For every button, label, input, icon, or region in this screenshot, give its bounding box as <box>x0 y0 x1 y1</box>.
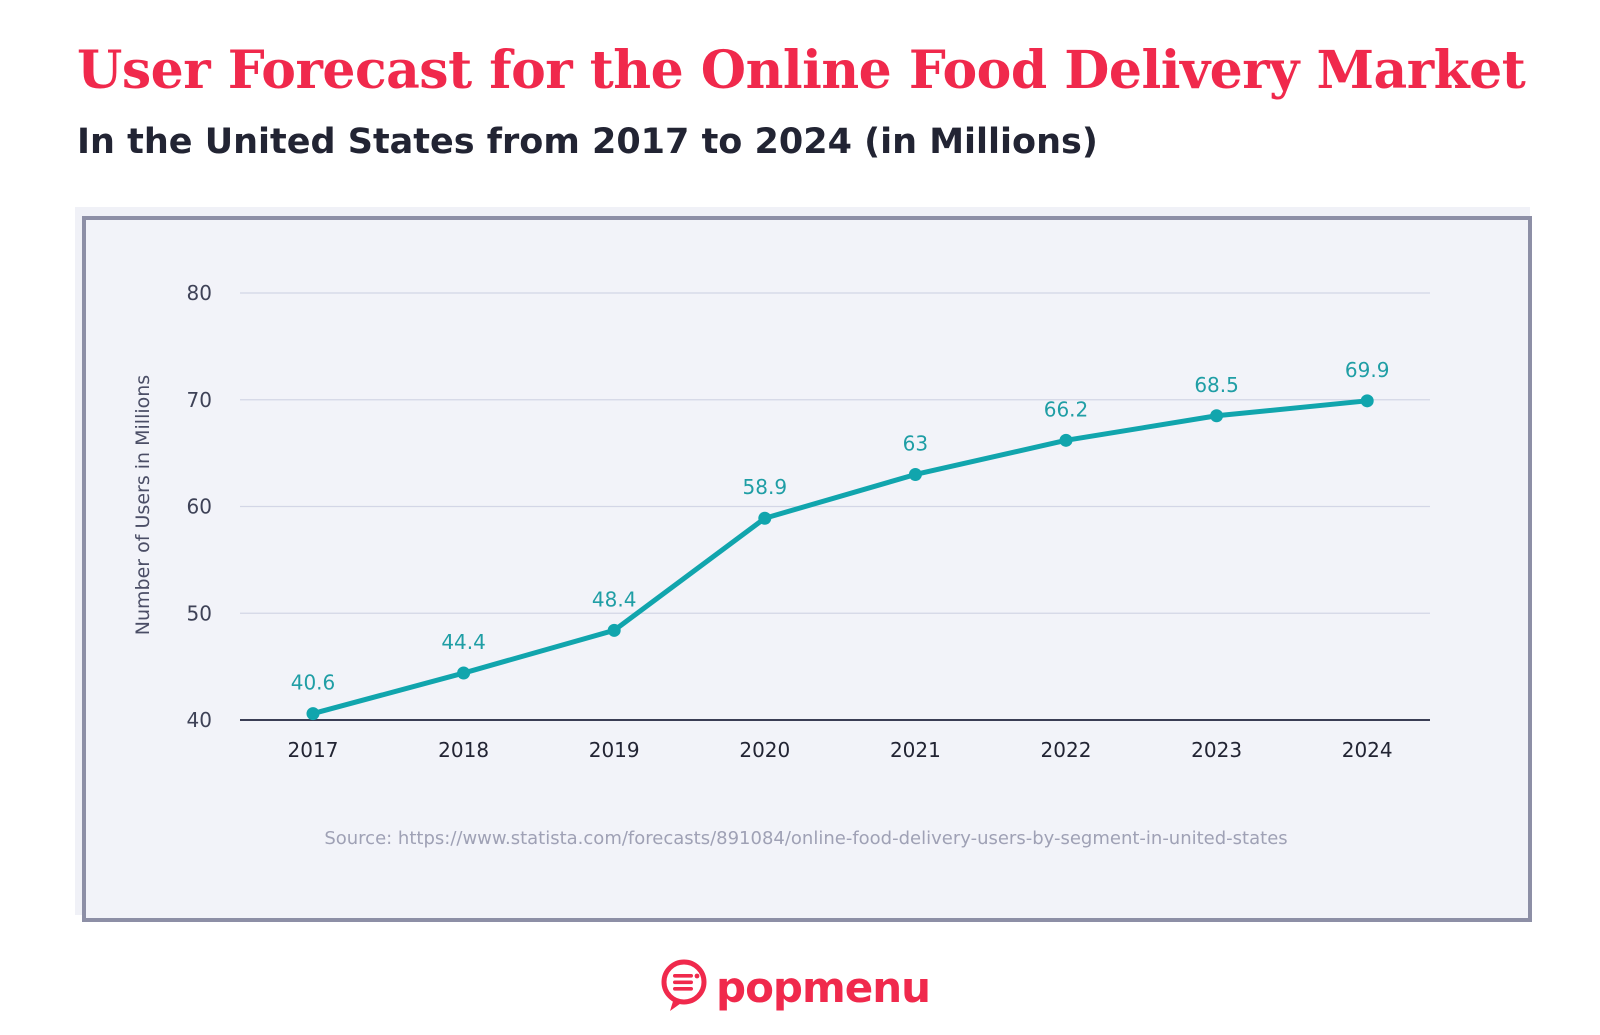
data-labels: 40.6 44.4 48.4 58.9 63 66.2 68.5 69.9 <box>291 358 1390 695</box>
gridlines <box>240 292 1430 721</box>
data-label: 66.2 <box>1044 397 1089 421</box>
data-point <box>306 707 320 721</box>
data-point <box>1360 394 1374 408</box>
chart-subtitle: In the United States from 2017 to 2024 (… <box>77 122 1098 162</box>
y-tick-label: 70 <box>187 388 212 412</box>
data-point <box>457 666 471 680</box>
x-axis-ticks: 2017 2018 2019 2020 2021 2022 2023 2024 <box>288 738 1393 762</box>
data-point <box>758 511 772 525</box>
x-tick-label: 2020 <box>739 738 790 762</box>
data-label: 40.6 <box>291 671 336 695</box>
y-tick-label: 40 <box>187 708 212 732</box>
y-tick-label: 60 <box>187 495 212 519</box>
x-tick-label: 2018 <box>438 738 489 762</box>
data-label: 69.9 <box>1345 358 1390 382</box>
data-label: 48.4 <box>592 587 637 611</box>
y-tick-label: 80 <box>187 281 212 305</box>
series-users <box>306 394 1374 721</box>
y-tick-label: 50 <box>187 601 212 625</box>
x-tick-label: 2017 <box>288 738 339 762</box>
x-tick-label: 2019 <box>589 738 640 762</box>
source-note: Source: https://www.statista.com/forecas… <box>324 828 1287 849</box>
series-line <box>310 398 1370 717</box>
data-point <box>908 467 922 481</box>
data-label: 58.9 <box>743 475 788 499</box>
y-axis-title: Number of Users in Millions <box>132 375 154 635</box>
chat-bubble-menu-icon <box>660 958 710 1018</box>
x-tick-label: 2023 <box>1191 738 1242 762</box>
chart-panel <box>82 216 1532 922</box>
brand-name: popmenu <box>716 963 931 1012</box>
data-label: 44.4 <box>441 630 486 654</box>
data-label: 63 <box>903 431 928 455</box>
y-axis-ticks: 40 50 60 70 80 <box>187 281 212 732</box>
data-point <box>1059 433 1073 447</box>
data-point <box>607 623 621 637</box>
data-label: 68.5 <box>1194 373 1239 397</box>
x-tick-label: 2021 <box>890 738 941 762</box>
data-point <box>1210 409 1224 423</box>
x-tick-label: 2024 <box>1342 738 1393 762</box>
popmenu-logo: popmenu <box>660 958 931 1018</box>
chart-title: User Forecast for the Online Food Delive… <box>77 40 1526 101</box>
x-tick-label: 2022 <box>1041 738 1092 762</box>
